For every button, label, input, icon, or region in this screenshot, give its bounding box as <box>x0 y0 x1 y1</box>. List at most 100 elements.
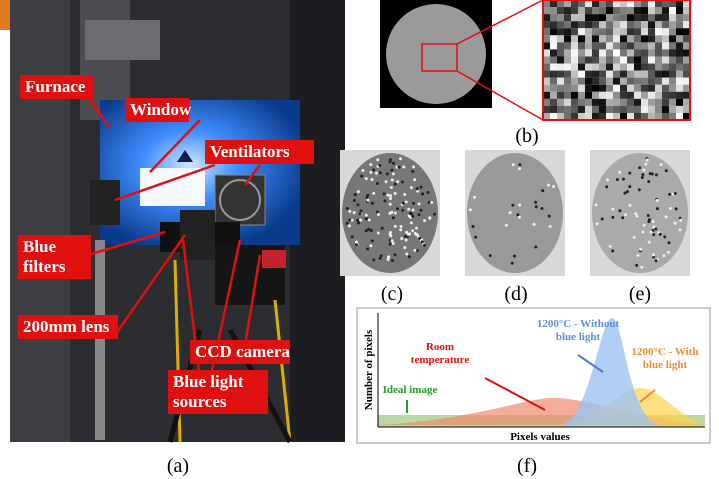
speckle <box>611 207 615 211</box>
pixel <box>683 84 690 92</box>
pixel <box>634 0 641 8</box>
speckle <box>648 172 652 176</box>
speckle <box>674 207 678 211</box>
speckle <box>384 180 388 184</box>
pixel <box>578 112 585 121</box>
pixel <box>676 84 683 92</box>
pixel <box>613 21 620 29</box>
pixel <box>676 42 683 50</box>
speckle <box>662 254 666 258</box>
pixel <box>550 112 557 121</box>
pixel <box>571 0 578 8</box>
y-axis-label: Number of pixels <box>363 329 375 410</box>
pixel <box>550 7 557 15</box>
speckle <box>354 243 358 247</box>
speckle <box>361 168 365 172</box>
speckle <box>390 210 394 214</box>
pixel <box>620 56 627 64</box>
pixel <box>578 56 585 64</box>
pixel <box>669 70 676 78</box>
speckle <box>635 263 639 267</box>
pixel <box>550 42 557 50</box>
pixel <box>599 105 606 113</box>
speckle <box>403 246 407 250</box>
pixel <box>620 105 627 113</box>
speckle <box>600 217 604 221</box>
pixel <box>627 105 634 113</box>
pixel <box>564 105 571 113</box>
pixel <box>557 98 564 106</box>
speckle <box>379 254 383 258</box>
pixel <box>578 21 585 29</box>
speckle <box>642 168 646 172</box>
specimen <box>467 153 563 273</box>
pixel <box>683 0 690 8</box>
pixel <box>662 98 669 106</box>
pixel <box>676 21 683 29</box>
pixel <box>634 7 641 15</box>
pixel <box>606 28 613 36</box>
pixel <box>613 70 620 78</box>
pixel <box>648 49 655 57</box>
speckle <box>411 214 415 218</box>
pixel <box>543 112 550 121</box>
label: filters <box>23 257 66 276</box>
pixel <box>571 63 578 71</box>
speckle <box>647 180 651 184</box>
speckle <box>654 227 658 231</box>
pixel <box>592 84 599 92</box>
speckle <box>350 235 354 239</box>
label: Furnace <box>25 77 86 96</box>
pixel <box>648 0 655 8</box>
speckle <box>655 199 659 203</box>
pixel <box>557 0 564 8</box>
pixel <box>606 98 613 106</box>
pixel <box>641 105 648 113</box>
pixel <box>648 28 655 36</box>
pixel <box>606 49 613 57</box>
pixel <box>627 49 634 57</box>
speckle <box>471 225 475 229</box>
speckle <box>405 230 409 234</box>
speckle <box>640 265 644 269</box>
pixel <box>606 14 613 22</box>
speckle <box>358 212 362 216</box>
pixel <box>606 105 613 113</box>
pixel <box>634 84 641 92</box>
pixel <box>676 70 683 78</box>
pixel <box>592 35 599 43</box>
speckle <box>391 161 395 165</box>
speckle <box>352 199 356 203</box>
pixel <box>543 21 550 29</box>
pixel <box>634 28 641 36</box>
pixel <box>627 14 634 22</box>
pixel <box>557 112 564 121</box>
pixel <box>641 112 648 121</box>
pixel <box>662 56 669 64</box>
pixel <box>550 14 557 22</box>
speckle <box>407 255 411 259</box>
pixel <box>578 35 585 43</box>
speckle <box>647 218 651 222</box>
pixel <box>634 91 641 99</box>
speckle <box>426 191 430 195</box>
speckle <box>640 176 644 180</box>
speckle <box>404 200 408 204</box>
pixel <box>571 77 578 85</box>
pixel <box>683 70 690 78</box>
pixel <box>662 28 669 36</box>
pixel <box>669 91 676 99</box>
pixel <box>634 49 641 57</box>
pixel <box>648 70 655 78</box>
speckle <box>664 215 668 219</box>
speckle <box>372 168 376 172</box>
speckle <box>518 163 522 167</box>
pixel <box>634 35 641 43</box>
pixel <box>599 21 606 29</box>
pixel <box>655 28 662 36</box>
label-box <box>205 140 314 164</box>
pixel <box>557 35 564 43</box>
pixel <box>655 35 662 43</box>
speckle <box>423 243 427 247</box>
